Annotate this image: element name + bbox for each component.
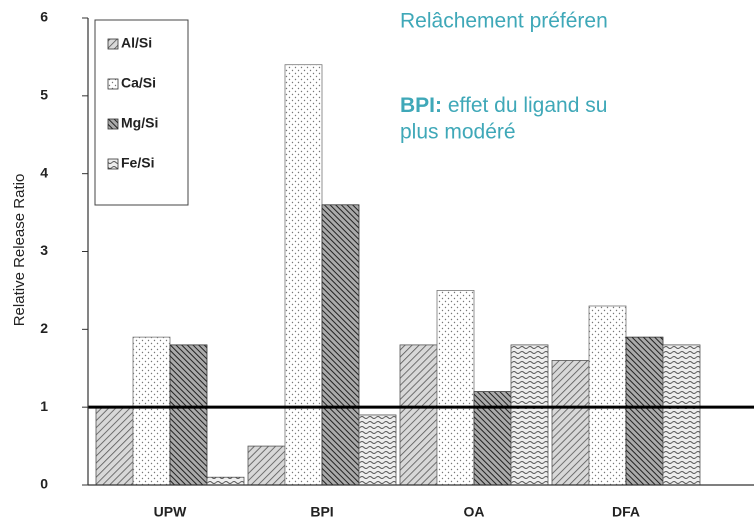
y-tick-label: 0	[40, 476, 48, 492]
bar	[662, 344, 701, 486]
bar	[473, 391, 512, 486]
bar	[358, 414, 397, 486]
bar	[399, 344, 438, 486]
annotation: BPI: effet du ligand su	[400, 94, 607, 117]
bar	[625, 336, 664, 486]
annotation-text: effet du ligand su	[448, 94, 608, 117]
bar	[169, 344, 208, 486]
legend-label: Mg/Si	[121, 115, 158, 131]
legend-label: Fe/Si	[121, 155, 154, 171]
annotation: plus modéré	[400, 121, 516, 144]
bar	[95, 406, 134, 486]
y-tick-label: 4	[40, 164, 48, 180]
legend-label: Al/Si	[121, 35, 152, 51]
y-tick-label: 5	[40, 87, 48, 103]
legend-swatch	[107, 118, 119, 130]
y-tick-label: 3	[40, 242, 48, 258]
y-axis-label: Relative Release Ratio	[11, 174, 28, 327]
bar	[247, 445, 286, 486]
legend-swatch	[107, 38, 119, 50]
x-tick-label: UPW	[154, 504, 187, 520]
bar	[510, 344, 549, 486]
x-tick-label: BPI	[310, 504, 333, 520]
bar	[436, 290, 475, 486]
bar	[284, 64, 323, 486]
bar	[132, 336, 171, 486]
bar	[588, 305, 627, 486]
bar	[321, 204, 360, 486]
x-tick-label: OA	[464, 504, 485, 520]
x-tick-label: DFA	[612, 504, 640, 520]
y-tick-label: 6	[40, 9, 48, 25]
legend-swatch	[107, 158, 119, 170]
bar	[206, 476, 245, 486]
legend-label: Ca/Si	[121, 75, 156, 91]
y-tick-label: 2	[40, 320, 48, 336]
legend-swatch	[107, 78, 119, 90]
annotation: Relâchement préféren	[400, 10, 608, 33]
y-tick-label: 1	[40, 398, 48, 414]
annotation-bold: BPI:	[400, 94, 442, 117]
legend-box	[94, 19, 189, 206]
bar	[551, 360, 590, 486]
